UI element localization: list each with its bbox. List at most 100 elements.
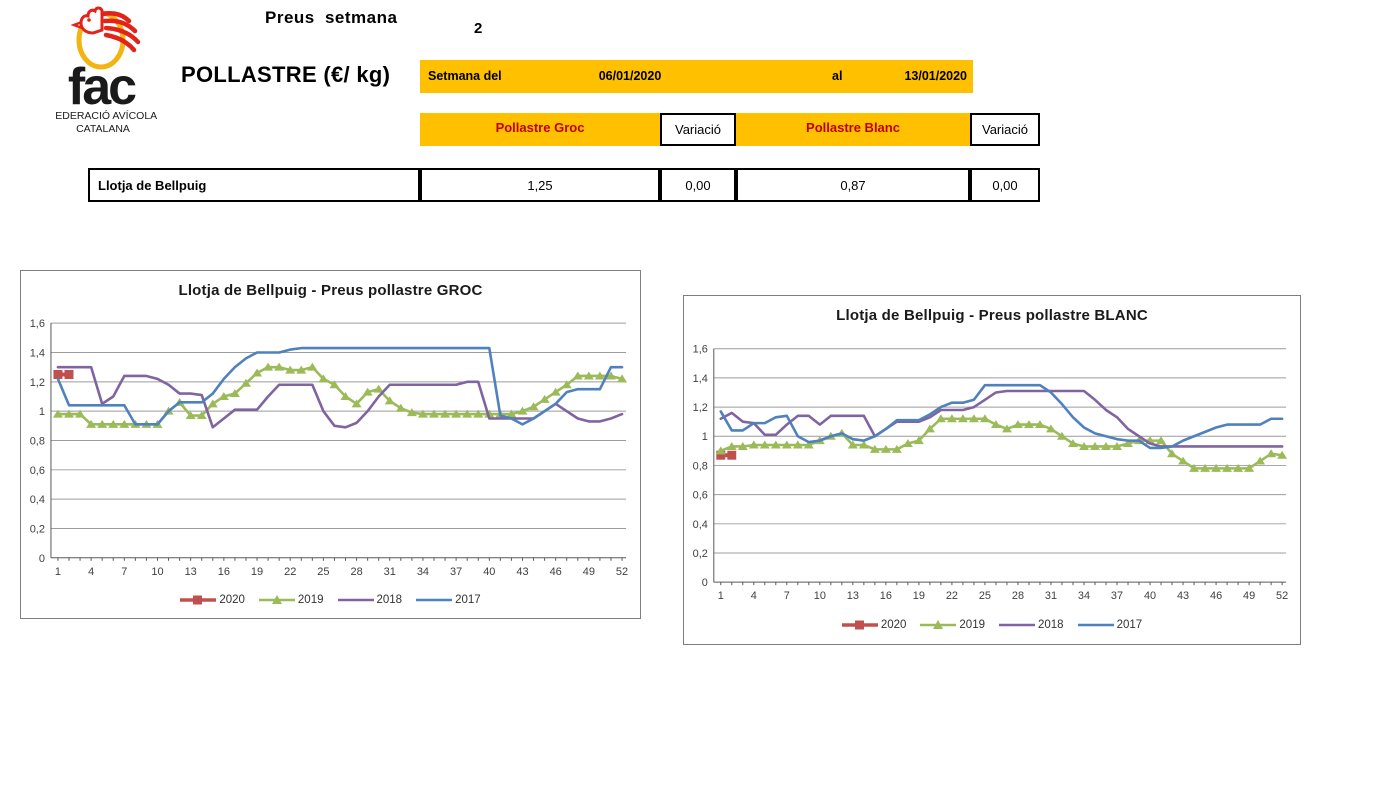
cell-groc-variacio[interactable]: 0,00 — [660, 168, 736, 202]
period-from-date[interactable]: 06/01/2020 — [598, 69, 662, 83]
series-2019-marker — [517, 406, 528, 415]
period-bar[interactable]: Setmana del 06/01/2020 al 13/01/2020 — [420, 60, 973, 93]
series-2019-marker — [1034, 420, 1045, 429]
series-2019-marker — [1079, 441, 1089, 450]
series-2018-line — [56, 365, 624, 429]
product-title: POLLASTRE (€/ kg) — [181, 62, 391, 87]
x-tick-label: 34 — [417, 566, 429, 578]
series-2019-marker — [572, 371, 583, 380]
series-2019-marker — [1189, 463, 1200, 472]
period-label: Setmana del — [428, 69, 502, 83]
x-tick-label: 40 — [1144, 590, 1156, 602]
x-tick-label: 10 — [814, 590, 826, 602]
series-2019-marker — [351, 399, 362, 408]
cell-blanc-price[interactable]: 0,87 — [736, 168, 970, 202]
series-2019-marker — [594, 371, 605, 380]
legend-item-2017: 2017 — [1077, 619, 1143, 631]
series-2019-marker — [1255, 456, 1266, 465]
series-2019-marker — [715, 446, 726, 455]
series-2019-marker — [1233, 463, 1244, 472]
series-2019-marker — [792, 440, 803, 449]
legend-label-2019: 2019 — [959, 619, 985, 631]
period-to-date[interactable]: 13/01/2020 — [904, 69, 967, 83]
x-tick-label: 4 — [751, 590, 757, 602]
x-tick-label: 16 — [880, 590, 892, 602]
series-2020-marker — [727, 450, 737, 460]
column-header-variacio-blanc[interactable]: Variació — [970, 113, 1040, 146]
x-tick-label: 25 — [317, 566, 329, 578]
series-2020-marker — [53, 370, 63, 379]
blanc-chart[interactable]: 0 0,2 0,4 0,6 0,8 1 1,2 1,4 1,6 1 4 7 10 13 16 19 22 25 28… — [683, 295, 1301, 645]
series-2019-marker — [340, 392, 351, 400]
groc-chart-legend: 2020 2019 2018 2017 — [21, 594, 640, 606]
series-2019-marker — [440, 409, 451, 418]
y-tick-label: 0,2 — [693, 548, 708, 560]
row-label-llotja-de-bellpuig[interactable]: Llotja de Bellpuig — [88, 168, 420, 202]
series-2019-marker — [1068, 439, 1078, 448]
series-2018-line — [719, 389, 1284, 448]
series-2019-marker — [64, 409, 74, 418]
legend-label-2017: 2017 — [1116, 619, 1143, 631]
series-2019-marker — [229, 389, 240, 398]
series-2019-marker — [1046, 424, 1056, 433]
series-2017-line — [56, 346, 624, 426]
rooster-eye — [87, 18, 91, 22]
period-al-label: al — [832, 69, 843, 83]
series-2019-marker — [484, 409, 495, 418]
series-2019-marker — [781, 440, 792, 449]
series-2019-marker — [473, 409, 484, 418]
series-2019-marker — [296, 365, 307, 374]
series-2019-marker — [196, 411, 207, 420]
legend-item-2020: 2020 — [841, 619, 906, 631]
series-2019-marker — [583, 371, 594, 380]
series-2019-marker — [891, 444, 902, 453]
column-header-pollastre-groc[interactable]: Pollastre Groc — [420, 113, 660, 146]
x-tick-label: 13 — [185, 566, 197, 578]
series-2019-marker — [1090, 441, 1100, 450]
series-2019-marker — [1123, 439, 1133, 448]
x-tick-label: 31 — [1045, 590, 1057, 602]
legend-item-2017: 2017 — [416, 594, 481, 606]
series-2019-marker — [803, 440, 814, 449]
y-tick-label: 0 — [702, 577, 708, 589]
legend-item-2020: 2020 — [180, 594, 245, 606]
column-header-pollastre-blanc[interactable]: Pollastre Blanc — [736, 113, 970, 146]
series-2019-marker — [1057, 431, 1067, 440]
logo-org-line1: FEDERACIÓ AVÍCOLA — [55, 109, 157, 122]
rooster-head — [79, 6, 104, 35]
y-tick-label: 0,6 — [693, 490, 708, 502]
series-2019-marker — [462, 409, 473, 418]
cell-blanc-variacio[interactable]: 0,00 — [970, 168, 1040, 202]
legend-swatch-2017 — [416, 598, 453, 602]
series-2019-marker — [924, 424, 935, 433]
series-2019-marker — [1167, 449, 1178, 458]
series-2019-marker — [1101, 441, 1111, 450]
y-tick-label: 0 — [39, 553, 45, 565]
series-2019-marker — [1001, 424, 1012, 433]
logo-acronym: fac — [68, 58, 136, 116]
x-tick-label: 7 — [784, 590, 790, 602]
x-tick-label: 25 — [979, 590, 991, 602]
series-2019-marker — [75, 409, 86, 418]
series-2019-marker — [968, 414, 979, 423]
column-header-variacio-groc[interactable]: Variació — [660, 113, 736, 146]
series-2019-marker — [417, 409, 428, 418]
x-tick-label: 28 — [350, 566, 362, 578]
x-tick-label: 34 — [1078, 590, 1090, 602]
week-number-cell[interactable]: 2 — [474, 20, 483, 37]
series-2019-marker — [1222, 463, 1233, 472]
y-tick-label: 0,4 — [693, 519, 708, 531]
x-tick-label: 1 — [55, 566, 61, 578]
series-2019-marker — [957, 414, 968, 423]
series-2019-marker — [737, 441, 748, 450]
cell-groc-price[interactable]: 1,25 — [420, 168, 660, 202]
series-2019-marker — [451, 409, 462, 418]
x-tick-label: 13 — [847, 590, 859, 602]
series-2019-marker — [119, 419, 130, 428]
series-2019-marker — [506, 409, 517, 418]
series-2019-marker — [913, 436, 924, 445]
y-tick-label: 0,2 — [30, 523, 45, 535]
y-tick-label: 1,6 — [30, 318, 45, 330]
series-2019-marker — [1112, 441, 1122, 450]
groc-chart[interactable]: 0 0,2 0,4 0,6 0,8 1 1,2 1,4 1,6 1 4 7 10 13 16 19 22 25 28… — [20, 270, 641, 619]
